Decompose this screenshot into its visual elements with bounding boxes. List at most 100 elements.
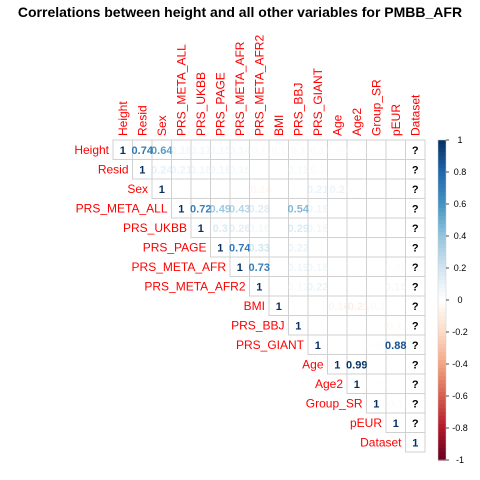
- missing-value-label: ?: [412, 223, 419, 235]
- grid-cell: [366, 178, 387, 199]
- row-label: Age: [302, 357, 324, 371]
- column-label: Group_SR: [369, 79, 383, 136]
- correlation-value-label: 1: [315, 340, 321, 352]
- grid-cell: [268, 159, 289, 180]
- colorbar-segment: [438, 360, 446, 365]
- correlation-value-label: 0.64: [151, 145, 173, 157]
- column-label: PRS_UKBB: [194, 72, 208, 136]
- correlation-value-label: -0.21: [344, 301, 369, 313]
- colorbar-segment: [438, 144, 446, 149]
- missing-value-label: ?: [412, 203, 419, 215]
- column-label: BMI: [272, 115, 286, 136]
- correlation-value-label: 0.12: [288, 281, 309, 293]
- colorbar-segment: [438, 176, 446, 181]
- colorbar-segment: [438, 356, 446, 361]
- colorbar-segment: [438, 208, 446, 213]
- chart-title: Correlations between height and all othe…: [18, 4, 462, 20]
- row-label: PRS_GIANT: [236, 338, 305, 352]
- row-label: pEUR: [350, 416, 382, 430]
- correlation-value-label: -0.16: [325, 301, 350, 313]
- colorbar-segment: [438, 308, 446, 313]
- colorbar-segment: [438, 148, 446, 153]
- missing-value-label: ?: [412, 418, 419, 430]
- colorbar-segment: [438, 240, 446, 245]
- grid-cell: [327, 217, 348, 238]
- column-label: Height: [116, 101, 130, 136]
- correlation-value-label: 1: [120, 145, 126, 157]
- colorbar-segment: [438, 396, 446, 401]
- correlation-value-label: 1: [217, 242, 223, 254]
- colorbar-segment: [438, 444, 446, 449]
- correlation-value-label: 0.15: [385, 281, 406, 293]
- colorbar-segment: [438, 184, 446, 189]
- missing-value-label: ?: [412, 281, 419, 293]
- correlation-value-label: 0.74: [229, 242, 251, 254]
- row-label: PRS_BBJ: [231, 318, 284, 332]
- correlation-value-label: -0.14: [247, 184, 273, 196]
- colorbar-segment: [438, 340, 446, 345]
- correlation-value-label: 0.28: [249, 203, 270, 215]
- row-label: Sex: [127, 182, 148, 196]
- correlation-value-label: 0.29: [288, 223, 309, 235]
- missing-value-label: ?: [412, 301, 419, 313]
- grid-cell: [385, 217, 406, 238]
- row-label: Resid: [98, 162, 129, 176]
- colorbar-segment: [438, 200, 446, 205]
- colorbar-tick-label: -0.4: [452, 359, 468, 369]
- correlation-value-label: 1: [256, 281, 262, 293]
- grid-cell: [327, 198, 348, 219]
- correlation-value-label: 0.16: [249, 223, 270, 235]
- correlation-value-label: 0.18: [171, 145, 192, 157]
- colorbar-segment: [438, 404, 446, 409]
- grid-cell: [385, 354, 406, 375]
- grid-cell: [327, 334, 348, 355]
- colorbar-segment: [438, 312, 446, 317]
- correlation-value-label: 0.13: [288, 164, 309, 176]
- grid-cell: [366, 217, 387, 238]
- missing-value-label: ?: [412, 398, 419, 410]
- correlation-value-label: 0.54: [288, 203, 310, 215]
- colorbar-segment: [438, 156, 446, 161]
- colorbar-segment: [438, 384, 446, 389]
- correlation-value-label: 0.05: [366, 359, 387, 371]
- grid-cell: [366, 276, 387, 297]
- colorbar-tick-label: -0.2: [452, 327, 468, 337]
- colorbar-tick-label: 0: [457, 295, 462, 305]
- correlation-value-label: 0.21: [171, 164, 192, 176]
- missing-value-label: ?: [412, 262, 419, 274]
- correlation-value-label: 0.1: [310, 164, 325, 176]
- colorbar-segment: [438, 268, 446, 273]
- grid-cell: [327, 256, 348, 277]
- correlation-value-label: 1: [354, 379, 360, 391]
- colorbar-segment: [438, 284, 446, 289]
- grid-cell: [385, 198, 406, 219]
- grid-cell: [366, 159, 387, 180]
- colorbar-segment: [438, 364, 446, 369]
- colorbar-segment: [438, 432, 446, 437]
- correlation-value-label: 1: [393, 418, 399, 430]
- grid-cell: [385, 295, 406, 316]
- correlation-value-label: -0.1: [367, 301, 386, 313]
- correlation-value-label: 0.15: [210, 145, 231, 157]
- colorbar-segment: [438, 276, 446, 281]
- colorbar-tick-label: -0.6: [452, 391, 468, 401]
- colorbar-segment: [438, 256, 446, 261]
- correlation-value-label: 0.06: [346, 145, 367, 157]
- correlation-value-label: 1: [276, 301, 282, 313]
- colorbar-segment: [438, 252, 446, 257]
- colorbar-segment: [438, 248, 446, 253]
- missing-value-label: ?: [412, 184, 419, 196]
- grid-cell: [307, 315, 328, 336]
- colorbar-tick-label: 0.8: [454, 167, 467, 177]
- colorbar-segment: [438, 244, 446, 249]
- correlation-value-label: 0.1: [291, 145, 306, 157]
- colorbar-segment: [438, 452, 446, 457]
- row-label: PRS_PAGE: [143, 240, 207, 254]
- colorbar-segment: [438, 196, 446, 201]
- colorbar-segment: [438, 420, 446, 425]
- colorbar-segment: [438, 216, 446, 221]
- row-label: Age2: [315, 377, 343, 391]
- colorbar-segment: [438, 220, 446, 225]
- grid-cell: [346, 159, 367, 180]
- row-label: PRS_META_AFR2: [144, 279, 245, 293]
